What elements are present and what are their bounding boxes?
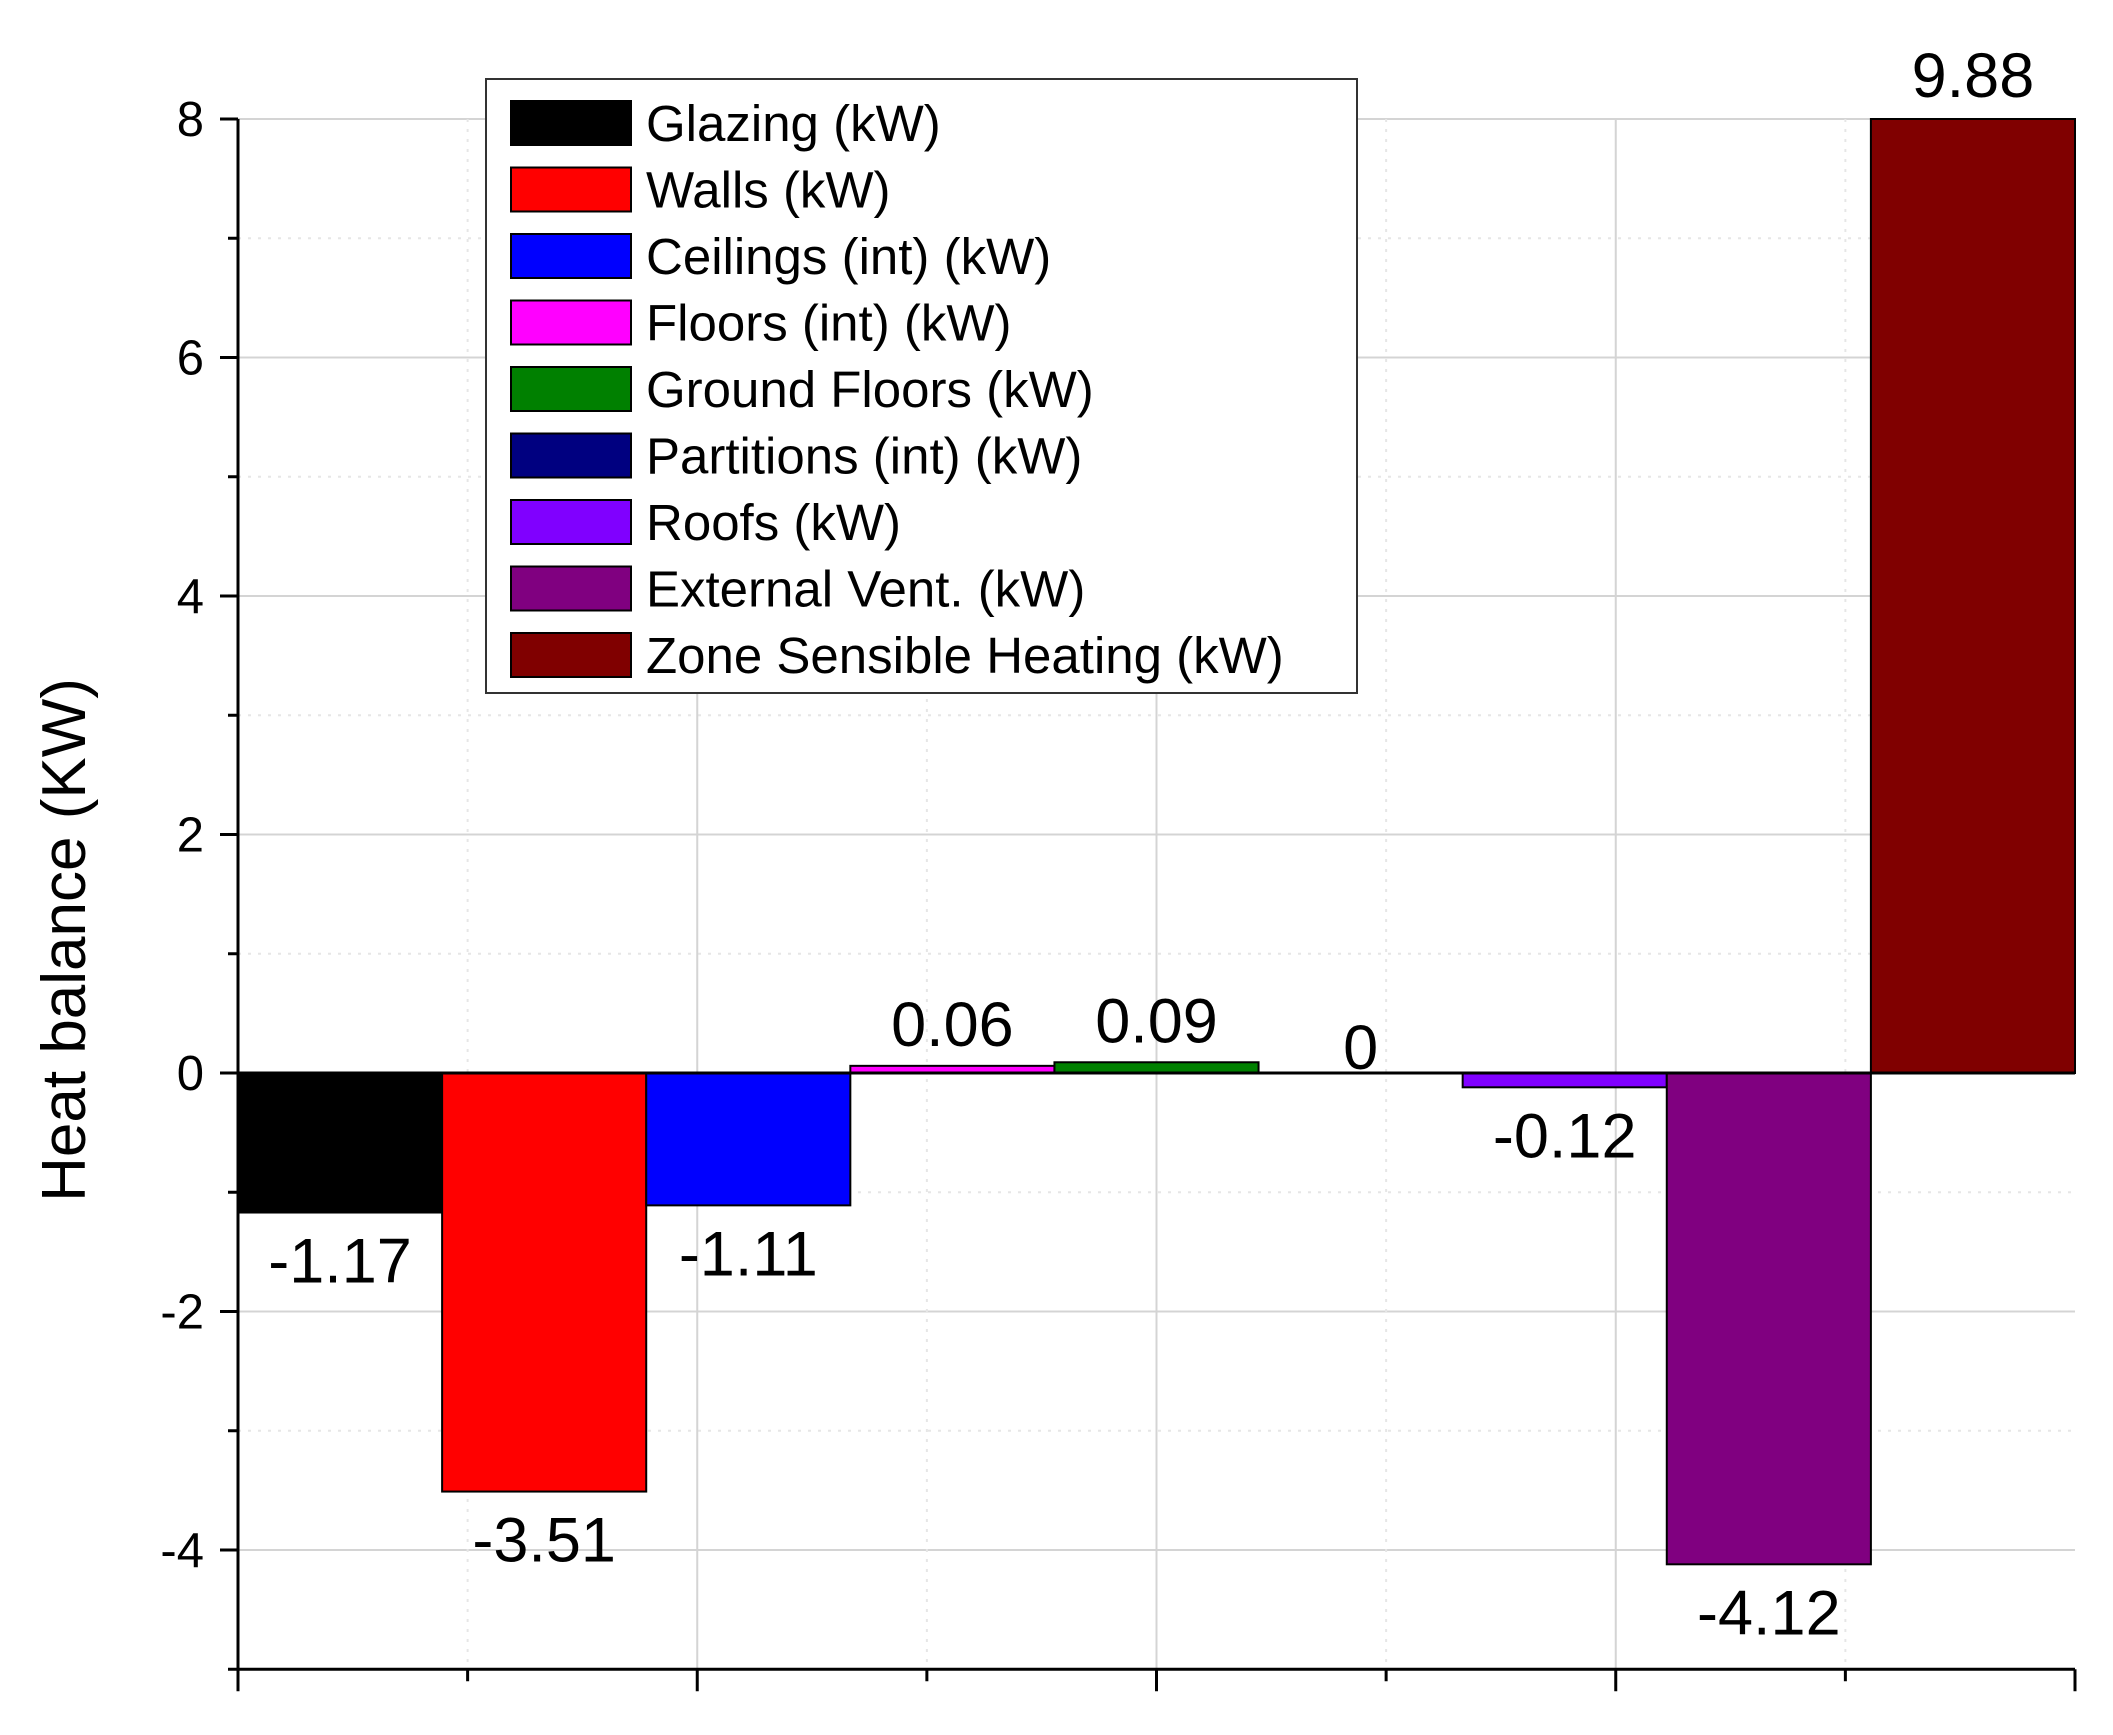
legend-label-7: Roofs (kW) bbox=[646, 494, 901, 551]
axes: -4 -2 0 2 4 6 8 bbox=[160, 93, 2077, 1692]
y-tick-label: 8 bbox=[177, 93, 204, 147]
data-label-2: -3.51 bbox=[472, 1506, 616, 1576]
bar-8 bbox=[1665, 1072, 1872, 1566]
data-label-7: -0.12 bbox=[1493, 1101, 1637, 1171]
legend-swatch-4 bbox=[510, 299, 632, 346]
legend-label-4: Floors (int) (kW) bbox=[646, 295, 1011, 352]
bar-5 bbox=[1053, 1061, 1260, 1074]
legend-swatch-5 bbox=[510, 366, 632, 412]
legend-label-8: External Vent. (kW) bbox=[646, 561, 1085, 618]
y-tick-label: 0 bbox=[177, 1047, 204, 1101]
bar-9 bbox=[1869, 118, 2077, 1074]
legend-label-5: Ground Floors (kW) bbox=[646, 361, 1094, 418]
bars bbox=[237, 118, 2077, 1566]
data-label-9: 9.88 bbox=[1912, 41, 2035, 111]
y-tick-label: -2 bbox=[160, 1286, 204, 1340]
legend: Glazing (kW) Walls (kW) Ceilings (int) (kW… bbox=[485, 78, 1358, 694]
bar-7 bbox=[1461, 1072, 1668, 1089]
legend-swatch-7 bbox=[510, 499, 632, 545]
data-label-3: -1.11 bbox=[679, 1219, 818, 1289]
y-tick-label: 6 bbox=[177, 332, 204, 386]
legend-label-1: Glazing (kW) bbox=[646, 95, 941, 152]
legend-swatch-6 bbox=[510, 432, 632, 479]
y-axis-title: Heat balance (KW) bbox=[30, 678, 99, 1202]
data-labels: -1.17 -3.51 -1.11 0.06 0.09 0 -0.12 -4.12 9.88 bbox=[268, 41, 2034, 1648]
data-label-6: 0 bbox=[1343, 1013, 1378, 1083]
bar-1 bbox=[237, 1072, 444, 1214]
y-tick-label: -4 bbox=[160, 1524, 204, 1578]
data-label-1: -1.17 bbox=[268, 1227, 412, 1297]
legend-swatch-9 bbox=[510, 632, 632, 678]
bar-2 bbox=[441, 1072, 648, 1493]
legend-swatch-1 bbox=[510, 100, 632, 146]
legend-swatch-8 bbox=[510, 565, 632, 612]
legend-swatch-3 bbox=[510, 233, 632, 279]
data-label-8: -4.12 bbox=[1697, 1578, 1841, 1648]
legend-label-3: Ceilings (int) (kW) bbox=[646, 228, 1051, 285]
data-label-5: 0.09 bbox=[1095, 986, 1218, 1056]
data-label-4: 0.06 bbox=[891, 990, 1014, 1060]
y-tick-label: 4 bbox=[177, 570, 204, 624]
y-tick-label: 2 bbox=[177, 809, 204, 863]
bar-3 bbox=[645, 1072, 852, 1207]
legend-label-9: Zone Sensible Heating (kW) bbox=[646, 627, 1284, 684]
legend-swatch-2 bbox=[510, 166, 632, 213]
legend-label-2: Walls (kW) bbox=[646, 162, 891, 219]
legend-label-6: Partitions (int) (kW) bbox=[646, 428, 1082, 485]
